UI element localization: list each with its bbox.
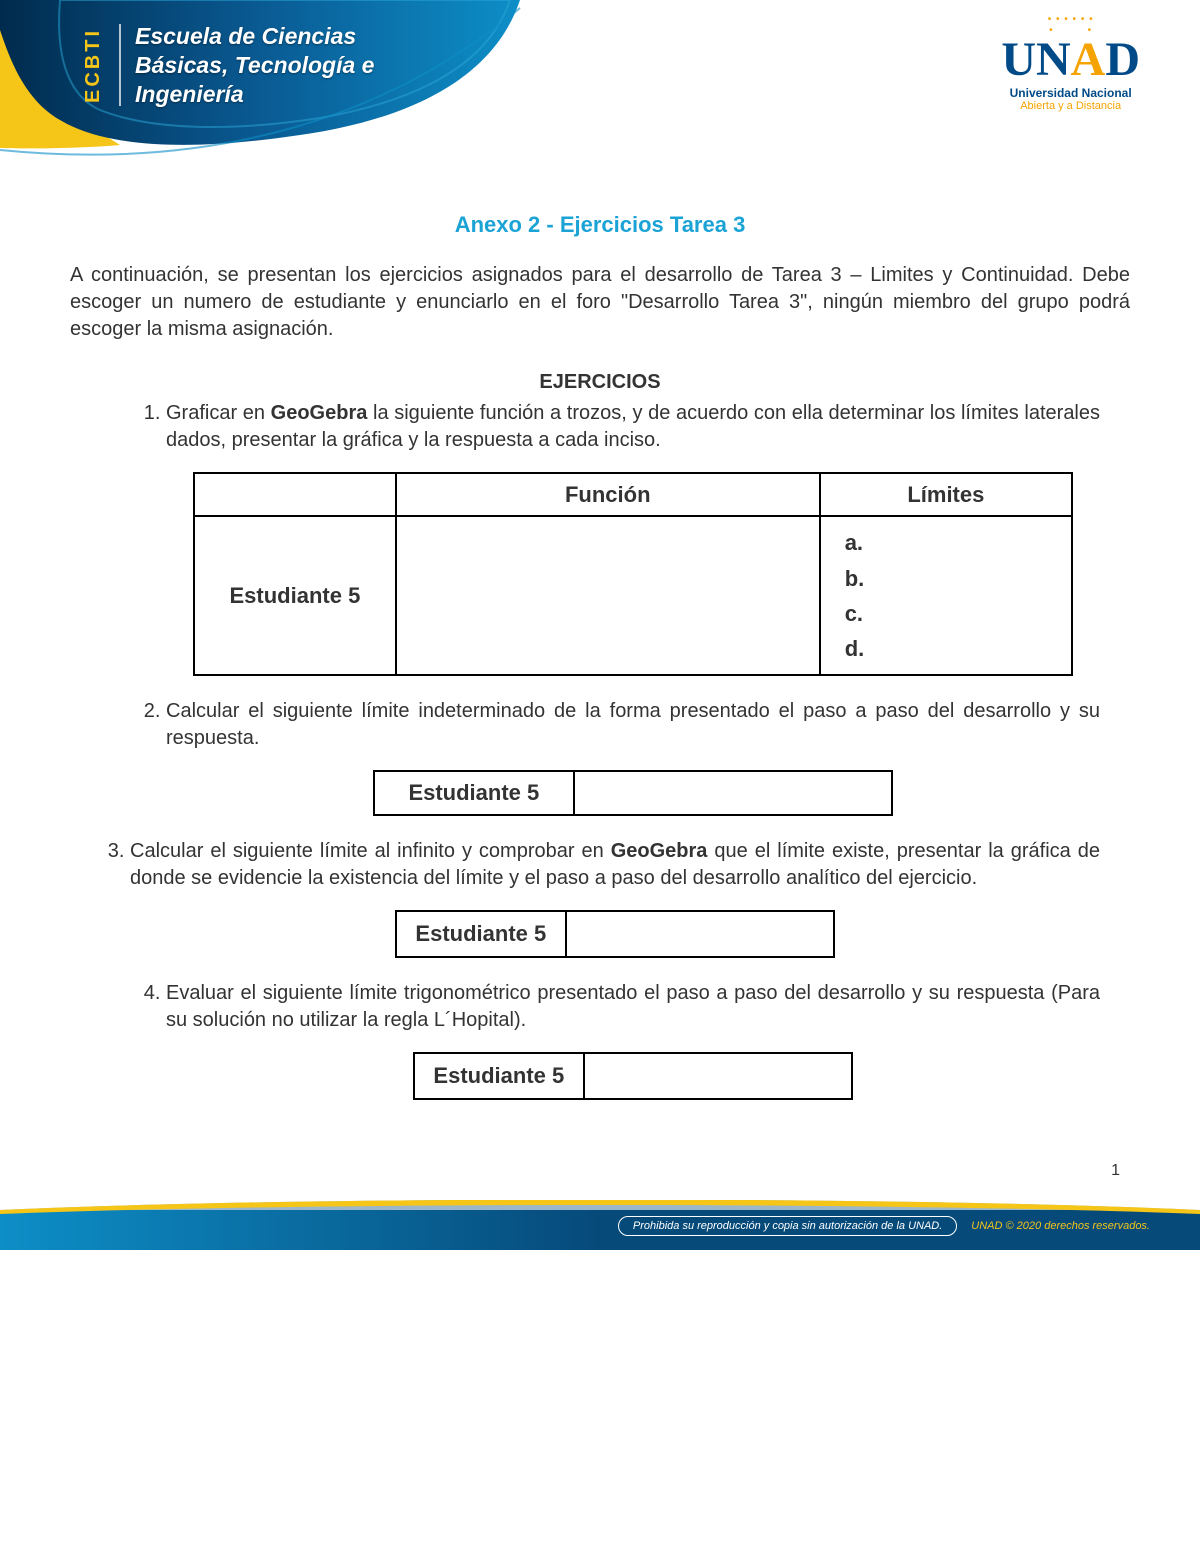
table-head-limites: Límites xyxy=(820,473,1072,517)
school-name: Escuela de Ciencias Básicas, Tecnología … xyxy=(135,22,374,108)
table-row-label: Estudiante 5 xyxy=(194,516,396,675)
limit-item: d. xyxy=(845,631,1047,666)
section-heading: EJERCICIOS xyxy=(70,369,1130,396)
page-footer: Prohibida su reproducción y copia sin au… xyxy=(0,1200,1200,1250)
table-head-empty xyxy=(194,473,396,517)
table-cell-empty xyxy=(566,911,834,957)
ex4-text: Evaluar el siguiente límite trigonométri… xyxy=(166,982,1100,1031)
page-header: ECBTI Escuela de Ciencias Básicas, Tecno… xyxy=(0,0,1200,170)
table-row-label: Estudiante 5 xyxy=(374,771,574,815)
ex1-bold: GeoGebra xyxy=(271,402,368,424)
footer-copyright: UNAD © 2020 derechos reservados. xyxy=(971,1220,1150,1232)
divider xyxy=(119,24,121,106)
table-exercise-4: Estudiante 5 xyxy=(413,1052,853,1100)
logo-mark: UNAD xyxy=(1001,36,1140,84)
table-exercise-2: Estudiante 5 xyxy=(373,770,893,816)
page-number: 1 xyxy=(0,1162,1200,1180)
limit-item: b. xyxy=(845,561,1047,596)
page-content: Anexo 2 - Ejercicios Tarea 3 A continuac… xyxy=(0,170,1200,1152)
unad-logo: • • • • • •• • UNAD Universidad Nacional… xyxy=(1001,20,1140,112)
table-exercise-1: Función Límites Estudiante 5 a. b. c. d. xyxy=(193,472,1073,676)
exercise-1: Graficar en GeoGebra la siguiente funció… xyxy=(166,400,1100,676)
table-cell-funcion xyxy=(396,516,820,675)
ex1-text-pre: Graficar en xyxy=(166,402,271,424)
table-head-funcion: Función xyxy=(396,473,820,517)
ex3-bold: GeoGebra xyxy=(611,840,708,862)
exercise-4: Evaluar el siguiente límite trigonométri… xyxy=(166,980,1100,1100)
school-block: ECBTI Escuela de Ciencias Básicas, Tecno… xyxy=(82,22,374,108)
intro-paragraph: A continuación, se presentan los ejercic… xyxy=(70,262,1130,343)
table-cell-limites: a. b. c. d. xyxy=(820,516,1072,675)
school-name-line: Escuela de Ciencias xyxy=(135,22,374,51)
school-name-line: Básicas, Tecnología e xyxy=(135,51,374,80)
table-row-label: Estudiante 5 xyxy=(414,1053,584,1099)
table-cell-empty xyxy=(574,771,892,815)
logo-sub1: Universidad Nacional xyxy=(1001,86,1140,100)
ex2-text: Calcular el siguiente límite indetermina… xyxy=(166,700,1100,749)
ex3-text-pre: Calcular el siguiente límite al infinito… xyxy=(130,840,611,862)
exercise-3: Calcular el siguiente límite al infinito… xyxy=(130,838,1100,958)
table-row-label: Estudiante 5 xyxy=(396,911,566,957)
footer-text-group: Prohibida su reproducción y copia sin au… xyxy=(618,1216,1150,1236)
school-acronym: ECBTI xyxy=(82,28,105,103)
document-title: Anexo 2 - Ejercicios Tarea 3 xyxy=(70,210,1130,240)
exercise-2: Calcular el siguiente límite indetermina… xyxy=(166,698,1100,816)
limit-item: c. xyxy=(845,596,1047,631)
table-exercise-3: Estudiante 5 xyxy=(395,910,835,958)
limit-item: a. xyxy=(845,525,1047,560)
logo-sub2: Abierta y a Distancia xyxy=(1001,100,1140,112)
school-name-line: Ingeniería xyxy=(135,80,374,109)
table-cell-empty xyxy=(584,1053,852,1099)
footer-disclaimer: Prohibida su reproducción y copia sin au… xyxy=(618,1216,957,1236)
